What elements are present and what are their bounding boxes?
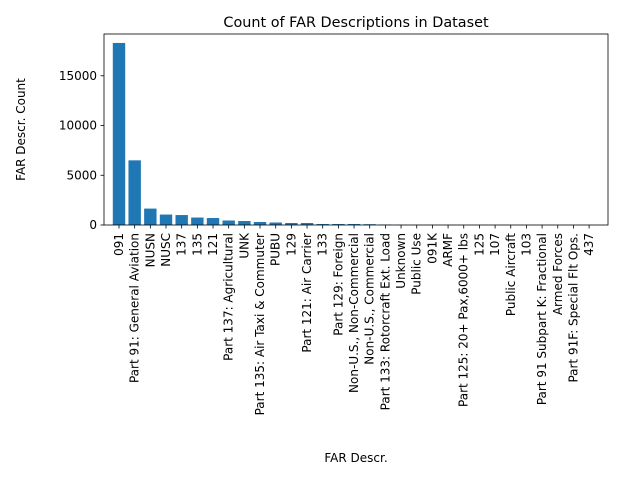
x-axis-label: FAR Descr. xyxy=(324,451,387,465)
x-tick-label: Public Aircraft xyxy=(504,233,518,316)
x-tick-label: 129 xyxy=(284,233,298,256)
x-tick-label: 103 xyxy=(519,233,533,256)
y-axis-label: FAR Descr. Count xyxy=(14,78,28,181)
x-tick-label: Part 133: Rotorcraft Ext. Load xyxy=(378,233,392,410)
x-tick-label: Armed Forces xyxy=(551,233,565,315)
x-tick-label: Part 91 Subpart K: Fractional xyxy=(535,233,549,405)
x-tick-label: Non-U.S., Commercial xyxy=(363,233,377,365)
x-tick-label: 107 xyxy=(488,233,502,256)
x-tick-label: Part 135: Air Taxi & Commuter xyxy=(253,233,267,415)
x-tick-label: Part 129: Foreign xyxy=(331,233,345,336)
x-tick-label: ARMF xyxy=(441,233,455,267)
chart-title: Count of FAR Descriptions in Dataset xyxy=(223,15,489,31)
x-tick-label: Public Use xyxy=(410,233,424,295)
x-tick-label: PUBU xyxy=(269,233,283,266)
x-tick-label: Unknown xyxy=(394,233,408,289)
x-tick-label: NUSN xyxy=(143,233,157,267)
x-tick-label: Part 125: 20+ Pax,6000+ lbs xyxy=(457,233,471,407)
x-tick-label: 135 xyxy=(190,233,204,256)
bar xyxy=(238,221,250,225)
bar xyxy=(113,43,125,225)
x-tick-label: 133 xyxy=(316,233,330,256)
bar xyxy=(175,215,187,225)
y-tick-label: 15000 xyxy=(59,69,97,83)
x-tick-label: 137 xyxy=(175,233,189,256)
x-tick-label: 091 xyxy=(112,233,126,256)
x-tick-label: Non-U.S., Non-Commercial xyxy=(347,233,361,393)
x-tick-label: Part 137: Agricultural xyxy=(222,233,236,361)
x-tick-label: NUSC xyxy=(159,233,173,267)
bar xyxy=(254,222,266,225)
bar xyxy=(191,218,203,225)
x-tick-label: 125 xyxy=(472,233,486,256)
x-tick-label: UNK xyxy=(237,232,251,259)
bar xyxy=(222,221,234,225)
y-tick-label: 0 xyxy=(89,218,97,232)
y-tick-label: 10000 xyxy=(59,119,97,133)
bar xyxy=(128,160,140,225)
x-tick-label: Part 91F: Special Flt Ops. xyxy=(566,233,580,383)
x-tick-label: 121 xyxy=(206,233,220,256)
bar xyxy=(207,218,219,225)
x-tick-label: Part 91: General Aviation xyxy=(128,233,142,383)
x-tick-label: 437 xyxy=(582,233,596,256)
x-tick-label: 091K xyxy=(425,232,439,264)
y-tick-label: 5000 xyxy=(66,168,97,182)
bar xyxy=(160,215,172,225)
bar xyxy=(144,209,156,225)
x-tick-label: Part 121: Air Carrier xyxy=(300,233,314,353)
